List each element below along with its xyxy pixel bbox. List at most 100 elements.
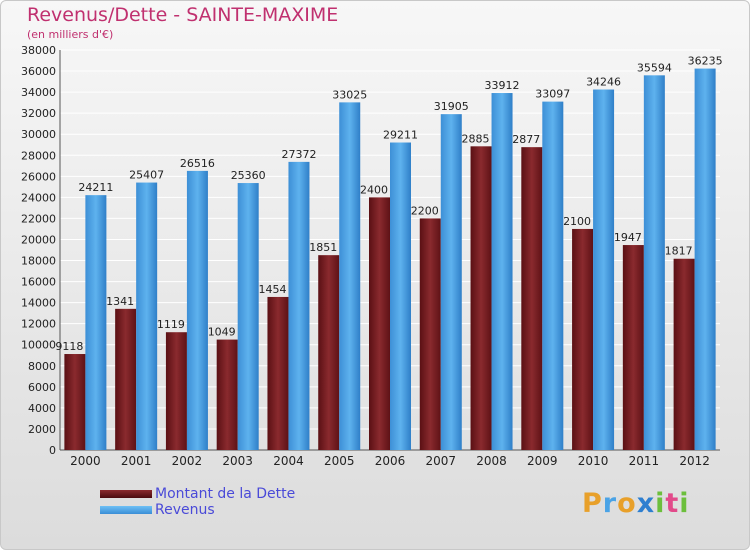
x-tick-label: 2002 bbox=[172, 454, 203, 468]
proxiti-logo: Proxiti bbox=[582, 488, 690, 519]
bar-dette bbox=[521, 147, 543, 450]
bar-revenus bbox=[186, 170, 208, 450]
bar-revenus bbox=[593, 89, 615, 450]
tick-labels: 0 2000 4000 6000 8000 10000 12000 14000 16000 180… bbox=[21, 44, 710, 468]
y-tick-label: 32000 bbox=[21, 107, 56, 120]
data-label-revenus: 29211 bbox=[383, 129, 418, 142]
x-tick-label: 2012 bbox=[679, 454, 710, 468]
y-tick-label: 28000 bbox=[21, 149, 56, 162]
data-label-revenus: 24211 bbox=[78, 181, 113, 194]
data-label-dette: 1341 bbox=[106, 295, 134, 308]
logo-letter: o bbox=[617, 488, 637, 519]
legend-swatch-dette bbox=[100, 490, 152, 498]
y-tick-label: 38000 bbox=[21, 44, 56, 57]
y-tick-label: 26000 bbox=[21, 170, 56, 183]
bar-revenus bbox=[643, 75, 665, 450]
x-tick-label: 2004 bbox=[273, 454, 304, 468]
x-tick-label: 2003 bbox=[222, 454, 253, 468]
data-label-dette: 2885 bbox=[462, 132, 490, 145]
y-tick-label: 14000 bbox=[21, 297, 56, 310]
legend-label-dette: Montant de la Dette bbox=[155, 486, 296, 502]
y-tick-label: 18000 bbox=[21, 255, 56, 268]
bar-revenus bbox=[237, 183, 259, 451]
logo-letter: x bbox=[636, 488, 656, 519]
y-tick-label: 4000 bbox=[28, 402, 56, 415]
data-labels: 9118 24211 1341 25407 1119 26516 1049 25360 1454… bbox=[55, 55, 722, 353]
chart-subtitle: (en milliers d'€) bbox=[27, 28, 114, 41]
bar-dette bbox=[267, 296, 289, 450]
y-tick-label: 34000 bbox=[21, 86, 56, 99]
bar-revenus bbox=[542, 101, 564, 450]
bar-dette bbox=[572, 228, 594, 450]
data-label-dette: 1947 bbox=[614, 231, 642, 244]
y-tick-label: 22000 bbox=[21, 212, 56, 225]
data-label-dette: 1049 bbox=[208, 326, 236, 339]
bar-revenus bbox=[694, 68, 716, 450]
bar-dette bbox=[622, 245, 644, 450]
data-label-dette: 1851 bbox=[309, 241, 337, 254]
logo-letter: t bbox=[665, 488, 680, 519]
bar-dette bbox=[165, 332, 187, 450]
data-label-revenus: 25360 bbox=[231, 169, 266, 182]
y-tick-label: 30000 bbox=[21, 128, 56, 141]
data-label-dette: 9118 bbox=[55, 340, 83, 353]
bar-revenus bbox=[440, 114, 462, 450]
bar-dette bbox=[673, 258, 695, 450]
data-label-dette: 2400 bbox=[360, 183, 388, 196]
x-tick-label: 2009 bbox=[527, 454, 558, 468]
y-tick-label: 0 bbox=[49, 444, 56, 457]
y-tick-label: 12000 bbox=[21, 318, 56, 331]
logo-letter: r bbox=[602, 488, 618, 519]
legend-label-revenus: Revenus bbox=[155, 502, 215, 518]
bar-dette bbox=[64, 354, 86, 450]
y-tick-label: 36000 bbox=[21, 65, 56, 78]
bar-dette bbox=[216, 339, 238, 450]
logo-letter: i bbox=[679, 488, 690, 519]
y-tick-label: 6000 bbox=[28, 381, 56, 394]
y-tick-label: 16000 bbox=[21, 276, 56, 289]
bar-dette bbox=[115, 308, 137, 450]
data-label-dette: 2100 bbox=[563, 215, 591, 228]
y-tick-label: 8000 bbox=[28, 360, 56, 373]
x-tick-label: 2010 bbox=[578, 454, 609, 468]
chart-title: Revenus/Dette - SAINTE-MAXIME bbox=[27, 4, 339, 26]
y-tick-label: 24000 bbox=[21, 191, 56, 204]
y-tick-label: 20000 bbox=[21, 233, 56, 246]
data-label-dette: 2200 bbox=[411, 204, 439, 217]
legend-swatch-revenus bbox=[100, 506, 152, 514]
x-tick-label: 2001 bbox=[121, 454, 152, 468]
bar-revenus bbox=[339, 102, 361, 451]
data-label-revenus: 33097 bbox=[535, 88, 570, 101]
y-tick-label: 10000 bbox=[21, 339, 56, 352]
logo-letter: P bbox=[582, 488, 603, 519]
x-tick-label: 2005 bbox=[324, 454, 355, 468]
data-label-revenus: 26516 bbox=[180, 157, 215, 170]
bar-revenus bbox=[85, 195, 107, 450]
bar-revenus bbox=[491, 93, 513, 450]
bars bbox=[64, 68, 716, 451]
x-tick-label: 2007 bbox=[425, 454, 456, 468]
y-tick-label: 2000 bbox=[28, 423, 56, 436]
data-label-dette: 1454 bbox=[258, 283, 286, 296]
bar-dette bbox=[419, 218, 441, 450]
data-label-revenus: 34246 bbox=[586, 76, 621, 89]
bar-revenus bbox=[390, 142, 411, 450]
data-label-revenus: 25407 bbox=[129, 169, 164, 182]
data-label-revenus: 36235 bbox=[688, 55, 723, 68]
x-tick-label: 2008 bbox=[476, 454, 507, 468]
bar-dette bbox=[470, 146, 492, 450]
x-tick-label: 2006 bbox=[375, 454, 406, 468]
bar-dette bbox=[369, 197, 390, 450]
data-label-revenus: 27372 bbox=[281, 148, 316, 161]
x-tick-label: 2000 bbox=[70, 454, 101, 468]
data-label-revenus: 35594 bbox=[637, 61, 672, 74]
data-label-dette: 2877 bbox=[512, 133, 540, 146]
data-label-revenus: 33025 bbox=[332, 88, 367, 101]
data-label-revenus: 31905 bbox=[434, 100, 469, 113]
data-label-dette: 1817 bbox=[665, 245, 693, 258]
bar-revenus bbox=[288, 161, 310, 450]
data-label-dette: 1119 bbox=[157, 318, 185, 331]
bar-revenus bbox=[136, 182, 158, 450]
data-label-revenus: 33912 bbox=[485, 79, 520, 92]
